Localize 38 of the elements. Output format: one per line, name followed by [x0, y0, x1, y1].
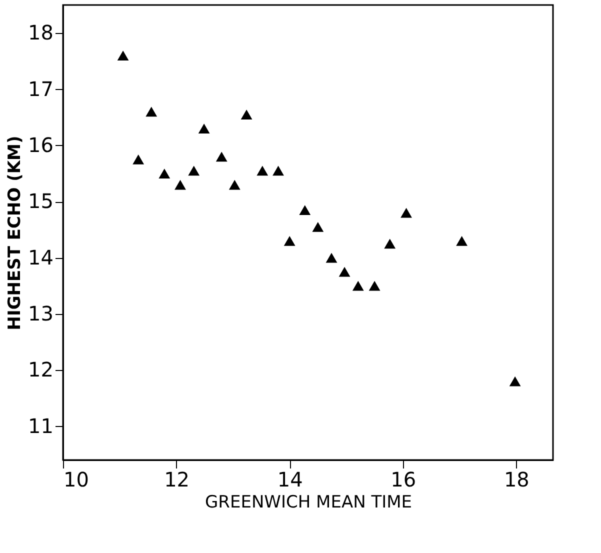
point — [284, 236, 296, 246]
point — [117, 50, 129, 60]
x-axis-title: GREENWICH MEAN TIME — [204, 492, 412, 512]
point — [456, 236, 468, 246]
x-tick-label: 18 — [504, 468, 530, 492]
point — [216, 152, 228, 162]
x-tick-label: 16 — [390, 468, 416, 492]
y-tick-label: 15 — [28, 189, 54, 214]
point — [240, 110, 252, 120]
point — [228, 180, 240, 190]
y-tick-label: 18 — [28, 20, 54, 45]
point — [326, 252, 338, 263]
point — [174, 180, 186, 190]
y-tick-label: 14 — [28, 245, 54, 270]
point — [188, 166, 200, 176]
y-tick-label: 12 — [28, 358, 54, 382]
point — [338, 266, 350, 277]
point — [312, 222, 324, 232]
x-tick-label: 12 — [164, 468, 190, 492]
y-tick-label: 17 — [28, 76, 54, 101]
x-tick-label: 10 — [64, 468, 89, 492]
point — [400, 208, 412, 218]
y-tick-label: 16 — [28, 132, 54, 157]
point — [146, 106, 158, 117]
point — [198, 124, 210, 134]
x-tick-label: 14 — [277, 468, 303, 492]
y-tick-label: 13 — [28, 301, 54, 326]
y-axis-title: HIGHEST ECHO (KM) — [5, 136, 26, 330]
point — [299, 205, 311, 215]
point — [384, 238, 396, 249]
point — [132, 154, 144, 164]
point — [158, 168, 170, 178]
point — [256, 166, 268, 176]
y-tick-label: 11 — [28, 414, 54, 438]
point — [368, 280, 380, 291]
point — [509, 376, 521, 386]
point — [352, 280, 364, 291]
point — [272, 166, 284, 176]
